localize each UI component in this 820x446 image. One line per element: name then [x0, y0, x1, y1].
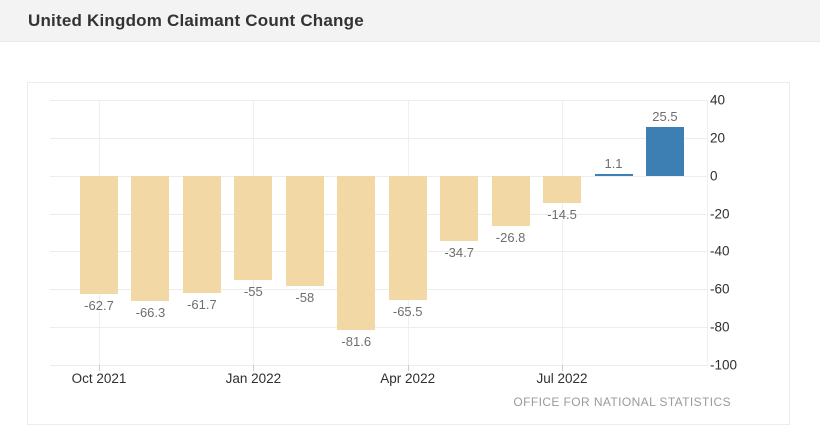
- bar-aug-2022[interactable]: [594, 173, 633, 176]
- bar-value-label: -65.5: [392, 303, 423, 319]
- bar-value-label: -26.8: [495, 230, 526, 246]
- y-tick-label: -40: [710, 243, 730, 259]
- bar-dec-2021[interactable]: [182, 175, 221, 293]
- y-tick-label: -20: [710, 206, 730, 222]
- y-tick-label: 20: [710, 130, 726, 146]
- y-grid-line: [50, 175, 707, 177]
- plot-right-edge-line: [707, 100, 708, 366]
- bar-value-label: -58: [295, 289, 315, 305]
- bar-oct-2021[interactable]: [80, 175, 118, 295]
- chart-card: 40 20 0 -20 -40 -60 -80 -100 Oct 2021 Jan 2022 Apr…: [27, 82, 790, 425]
- bar-jan-2022[interactable]: [234, 175, 273, 280]
- bar-jun-2022[interactable]: [491, 175, 530, 227]
- y-tick-label: -60: [710, 281, 730, 297]
- x-tick-mark: [562, 365, 564, 371]
- y-grid-line: [50, 365, 707, 367]
- attribution-text: OFFICE FOR NATIONAL STATISTICS: [513, 395, 731, 409]
- y-tick-label: -80: [710, 319, 730, 335]
- bar-value-label: -61.7: [187, 296, 217, 312]
- title-bar: United Kingdom Claimant Count Change: [0, 0, 820, 42]
- x-tick-mark: [99, 365, 100, 371]
- y-grid-line: [50, 137, 707, 139]
- page-title: United Kingdom Claimant Count Change: [28, 10, 364, 30]
- y-grid-line: [50, 213, 707, 215]
- x-tick-label: Apr 2022: [380, 371, 436, 386]
- x-tick-label: Jan 2022: [225, 371, 282, 386]
- bar-nov-2021[interactable]: [131, 175, 170, 302]
- bar-value-label: -34.7: [444, 245, 474, 261]
- x-tick-label: Oct 2021: [71, 371, 127, 386]
- x-tick-mark: [253, 365, 255, 371]
- y-tick-label: 40: [710, 92, 726, 108]
- chart-plot-area: 40 20 0 -20 -40 -60 -80 -100 Oct 2021 Jan 2022 Apr…: [50, 93, 737, 386]
- bar-value-label: -81.6: [341, 334, 372, 350]
- x-grid-line: [562, 100, 564, 366]
- y-grid-line: [50, 327, 707, 329]
- bar-value-label: 25.5: [652, 109, 678, 125]
- y-grid-line: [50, 251, 707, 253]
- bar-value-label: -14.5: [547, 207, 577, 223]
- bar-value-label: -62.7: [84, 298, 114, 314]
- x-tick-label: Jul 2022: [536, 371, 588, 386]
- y-grid-line: [50, 289, 707, 291]
- bar-jul-2022[interactable]: [543, 175, 582, 204]
- bar-sep-2022[interactable]: [645, 127, 684, 176]
- bar-value-label: -55: [243, 283, 263, 299]
- y-tick-label: 0: [710, 168, 718, 184]
- bar-value-label: -66.3: [135, 305, 166, 321]
- bar-may-2022[interactable]: [440, 175, 479, 242]
- y-grid-line: [50, 100, 707, 101]
- y-tick-label: -100: [710, 357, 738, 373]
- bar-apr-2022[interactable]: [388, 175, 427, 300]
- bar-feb-2022[interactable]: [285, 175, 324, 286]
- bar-value-label: 1.1: [604, 155, 623, 171]
- bar-mar-2022[interactable]: [337, 175, 376, 331]
- x-tick-mark: [407, 365, 409, 371]
